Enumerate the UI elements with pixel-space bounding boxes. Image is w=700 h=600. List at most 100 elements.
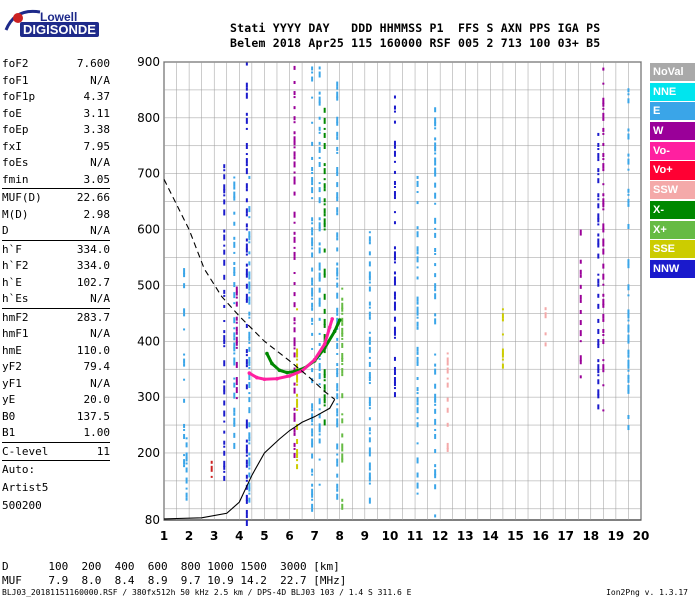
echo-streak-mark (223, 465, 226, 470)
echo-streak-mark (393, 145, 396, 149)
echo-streak-mark (393, 271, 396, 275)
echo-streak-mark (311, 121, 314, 124)
echo-streak-mark (579, 320, 582, 326)
echo-streak-mark (336, 192, 339, 199)
param-value: 110.0 (76, 343, 110, 357)
echo-streak-mark (323, 404, 326, 407)
echo-streak-mark (393, 291, 396, 297)
echo-streak-mark (393, 296, 396, 300)
echo-streak-mark (318, 373, 321, 380)
x-tick-label: 13 (457, 529, 474, 543)
echo-streak-mark (248, 175, 251, 179)
echo-streak-mark (393, 105, 396, 110)
echo-trace-point (287, 374, 292, 378)
echo-streak-mark (248, 336, 251, 341)
echo-streak-mark (627, 384, 630, 391)
echo-streak-mark (223, 244, 226, 247)
echo-streak-mark (235, 346, 238, 349)
echo-streak-mark (393, 326, 396, 333)
param-value: 1.00 (83, 426, 111, 439)
legend-item: NoVal (650, 63, 695, 82)
echo-streak-mark (311, 302, 314, 308)
echo-streak-mark (341, 443, 344, 449)
echo-streak-mark (341, 393, 344, 399)
echo-streak-mark (245, 213, 248, 217)
echo-streak-mark (416, 356, 419, 363)
echo-streak-mark (368, 437, 371, 443)
x-tick-label: 5 (260, 529, 268, 543)
echo-streak-mark (368, 286, 371, 292)
echo-streak-mark (245, 293, 248, 300)
echo-streak-mark (627, 133, 630, 140)
echo-streak-mark (597, 178, 600, 184)
param-row: h`Es N/A (2, 290, 110, 307)
echo-streak-mark (336, 267, 339, 274)
echo-streak-mark (393, 180, 396, 185)
echo-trace-point (332, 329, 337, 334)
echo-streak-mark (416, 191, 419, 194)
echo-streak-mark (336, 277, 339, 280)
echo-streak-mark (235, 377, 238, 383)
echo-streak-mark (368, 241, 371, 245)
echo-streak-mark (233, 332, 236, 338)
echo-streak-mark (311, 307, 314, 311)
echo-streak-mark (311, 71, 314, 74)
echo-streak-mark (336, 116, 339, 123)
echo-streak-mark (223, 294, 226, 297)
echo-streak-mark (311, 508, 314, 512)
echo-streak-mark (434, 368, 437, 375)
y-tick-label: 800 (137, 111, 160, 125)
echo-streak-mark (336, 463, 339, 467)
echo-streak-mark (235, 331, 238, 335)
echo-streak-mark (368, 276, 371, 281)
echo-streak-mark (248, 331, 251, 338)
echo-streak-mark (233, 337, 236, 341)
echo-streak-mark (434, 283, 437, 289)
param-name: foEs (2, 156, 29, 169)
echo-streak-mark (341, 297, 344, 301)
echo-streak-mark (393, 387, 396, 390)
echo-streak-mark (293, 337, 296, 344)
y-tick-label: 300 (137, 390, 160, 404)
echo-streak-mark (446, 397, 449, 402)
echo-streak-mark (223, 440, 226, 445)
echo-streak-mark (336, 373, 339, 378)
echo-streak-mark (393, 356, 396, 361)
echo-streak-mark (245, 228, 248, 231)
echo-streak-mark (245, 223, 248, 228)
echo-streak-mark (368, 336, 371, 342)
echo-streak-mark (311, 453, 314, 459)
echo-streak-mark (318, 413, 321, 419)
echo-streak-mark (627, 153, 630, 157)
echo-streak-mark (311, 413, 314, 420)
param-row: h`E 102.7 (2, 274, 110, 291)
logo-text-digisonde: DIGISONDE (20, 22, 99, 37)
echo-streak-mark (318, 101, 321, 106)
echo-streak-mark (318, 66, 321, 70)
echo-streak-mark (311, 227, 314, 233)
echo-streak-mark (233, 362, 236, 366)
echo-streak-mark (293, 96, 296, 99)
echo-streak-mark (434, 273, 437, 278)
echo-streak-mark (336, 247, 339, 252)
echo-streak-mark (296, 454, 299, 459)
ionospheric-parameters: foF2 7.600 foF1 N/A foF1p 4.37 foE 3.11 foEp 3.38… (2, 55, 110, 515)
echo-streak-mark (183, 358, 186, 364)
echo-streak-mark (416, 392, 419, 395)
echo-streak-mark (223, 169, 226, 172)
echo-streak-mark (245, 354, 248, 357)
echo-streak-mark (296, 378, 299, 383)
echo-streak-mark (336, 81, 339, 87)
echo-streak-mark (323, 419, 326, 426)
echo-streak-mark (341, 433, 344, 438)
echo-streak-mark (627, 284, 630, 291)
echo-streak-mark (245, 509, 248, 515)
legend-item: SSW (650, 181, 695, 200)
param-name: fmin (2, 172, 29, 186)
virtual-height-profile (163, 399, 336, 520)
echo-trace-point (277, 368, 282, 373)
echo-streak-mark (311, 232, 314, 236)
echo-streak-mark (223, 249, 226, 255)
echo-streak-mark (296, 439, 299, 445)
echo-streak-mark (185, 437, 188, 440)
